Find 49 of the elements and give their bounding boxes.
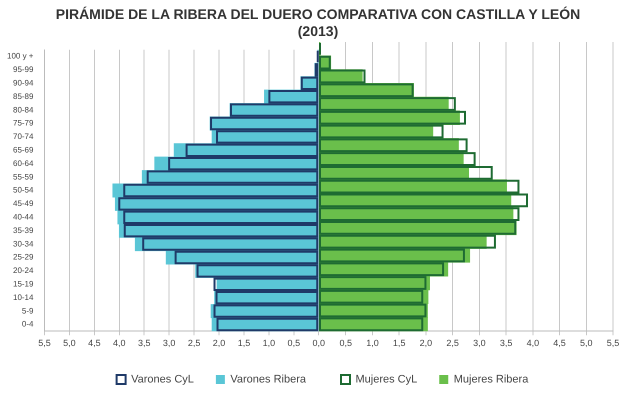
chart-title: PIRÁMIDE DE LA RIBERA DEL DUERO COMPARATIVA CON CASTILLA Y LEÓN (2013): [54, 6, 582, 40]
legend-label: Mujeres Ribera: [453, 374, 529, 386]
y-tick-label: 10-14: [12, 292, 34, 302]
y-tick-label: 35-39: [12, 226, 34, 235]
x-tick-label: 2,0: [212, 338, 226, 348]
y-tick-label: 75-79: [12, 118, 34, 128]
x-tick-label: 5,5: [606, 338, 620, 348]
x-tick-label: 3,0: [162, 338, 176, 348]
y-tick-label: 55-59: [12, 172, 34, 182]
y-tick-label: 5-9: [22, 306, 34, 316]
y-tick-label: 70-74: [12, 132, 34, 142]
y-tick-label: 95-99: [12, 65, 34, 74]
x-tick-label: 0,0: [312, 338, 325, 348]
y-tick-label: 45-49: [12, 199, 34, 208]
y-tick-label: 60-64: [12, 158, 34, 168]
y-tick-label: 30-34: [12, 239, 34, 248]
y-tick-label: 25-29: [12, 252, 34, 262]
y-tick-label: 90-94: [12, 78, 34, 88]
y-tick-label: 0-4: [22, 320, 34, 329]
y-tick-label: 50-54: [12, 186, 34, 195]
x-tick-label: 5,5: [38, 338, 51, 348]
x-tick-label: 2,0: [419, 338, 432, 348]
x-tick-label: 0,5: [339, 338, 352, 348]
x-tick-label: 1,0: [262, 338, 276, 348]
y-tick-label: 80-84: [12, 105, 34, 114]
x-tick-label: 2,5: [188, 338, 200, 348]
legend-label: Varones CyL: [131, 374, 194, 386]
x-tick-label: 4,5: [88, 338, 101, 348]
legend-label: Mujeres CyL: [355, 374, 417, 386]
x-tick-label: 4,0: [113, 338, 126, 348]
y-tick-label: 85-89: [12, 92, 34, 101]
x-tick-label: 5,0: [580, 338, 592, 348]
x-tick-label: 4,5: [553, 338, 566, 348]
y-tick-label: 20-24: [12, 266, 34, 276]
y-tick-label: 15-19: [12, 280, 34, 289]
x-tick-label: 2,5: [446, 338, 459, 348]
x-tick-label: 1,5: [392, 338, 406, 348]
x-tick-label: 0,5: [288, 338, 300, 348]
x-tick-label: 3,0: [472, 338, 486, 348]
x-tick-label: 3,5: [138, 338, 150, 348]
legend-label: Varones Ribera: [230, 374, 307, 386]
x-tick-label: 5,0: [63, 338, 76, 348]
y-tick-label: 100 y +: [6, 52, 34, 61]
x-tick-label: 3,5: [500, 338, 512, 348]
y-tick-label: 40-44: [12, 212, 34, 222]
y-tick-label: 65-69: [12, 146, 34, 155]
x-tick-label: 1,0: [366, 338, 378, 348]
x-tick-label: 4,0: [526, 338, 539, 348]
x-tick-label: 1,5: [238, 338, 250, 348]
